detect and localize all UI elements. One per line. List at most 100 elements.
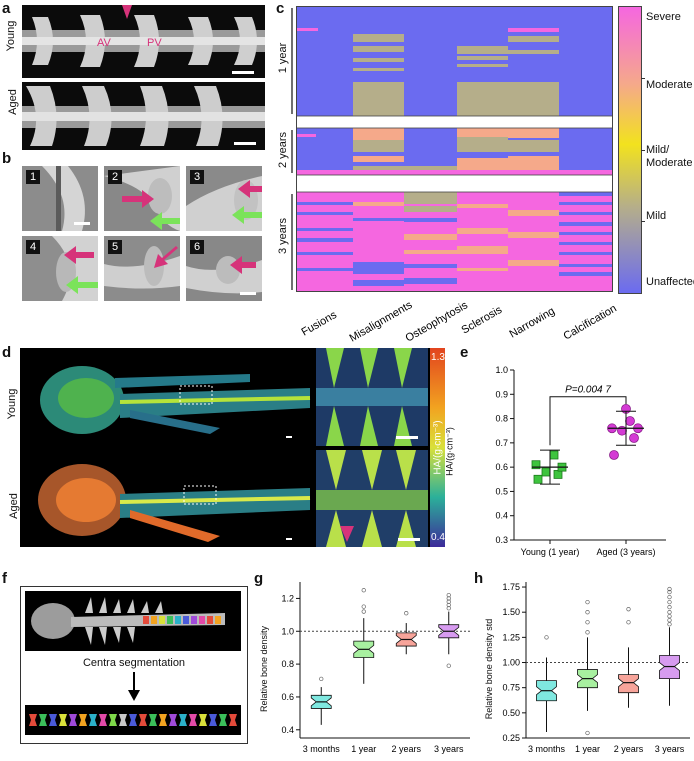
outlier-point bbox=[667, 589, 672, 595]
centrum-segment bbox=[209, 714, 217, 726]
centrum-segment bbox=[139, 714, 147, 726]
ct-tile-3: 3 bbox=[186, 166, 262, 231]
row-label-aged-d: Aged bbox=[8, 493, 20, 519]
outlier-point bbox=[667, 605, 672, 610]
y-tick-label: 0.25 bbox=[502, 733, 520, 743]
colorbar-label-mild: Mild bbox=[646, 210, 667, 222]
centrum-segment bbox=[149, 714, 157, 726]
y-tick-label: 0.8 bbox=[495, 414, 508, 424]
tile-number: 6 bbox=[190, 240, 204, 254]
ct-density-images: 1.3 0.4 HA/(g·cm⁻³) bbox=[20, 348, 445, 547]
x-tick-label: 1 year bbox=[351, 744, 376, 754]
panel-letter-g: g bbox=[254, 570, 264, 587]
outlier-point bbox=[585, 620, 590, 625]
x-tick-label: 3 years bbox=[434, 744, 464, 754]
ct-tile-6: 6 bbox=[186, 236, 262, 301]
box bbox=[618, 674, 639, 694]
y-tick-label: 0.6 bbox=[495, 462, 508, 472]
centrum-segment bbox=[179, 714, 187, 726]
outlier-point bbox=[667, 610, 672, 615]
segmentation-panel-f: Centra segmentation bbox=[20, 586, 248, 744]
y-tick-label: 0.7 bbox=[495, 438, 508, 448]
column-labels: Fusions Misalignments Osteophytosis Scle… bbox=[300, 299, 619, 345]
e-ylabel: HA/(g·cm⁻³) bbox=[444, 427, 455, 476]
outlier-point bbox=[667, 622, 672, 627]
y-tick-label: 1.50 bbox=[502, 607, 520, 617]
centrum-segment bbox=[99, 714, 107, 726]
outlier-point bbox=[585, 630, 590, 635]
outlier-point bbox=[361, 609, 366, 614]
significance-bracket bbox=[549, 396, 627, 446]
centrum-segment bbox=[109, 714, 117, 726]
data-point-young bbox=[533, 474, 543, 484]
row-label-aged-a: Aged bbox=[7, 89, 19, 115]
h-ylabel: Relative bone density std bbox=[484, 618, 494, 720]
outlier-point bbox=[585, 610, 590, 615]
column-label-calcification: Calcification bbox=[562, 303, 619, 343]
ct-tile-2: 2 bbox=[104, 166, 180, 231]
tile-number: 5 bbox=[108, 240, 122, 254]
x-tick-label: Aged (3 years) bbox=[596, 547, 655, 557]
tile-number: 3 bbox=[190, 170, 204, 184]
row-label-young-d: Young bbox=[6, 388, 18, 420]
y-tick-label: 0.9 bbox=[495, 389, 508, 399]
density-colorbar-top: 1.3 bbox=[431, 352, 445, 363]
centrum-segment bbox=[229, 714, 237, 726]
tile-number: 1 bbox=[26, 170, 40, 184]
centrum-segment bbox=[79, 714, 87, 726]
density-colorbar-label: HA/(g·cm⁻³) bbox=[432, 420, 444, 475]
centrum-segment bbox=[69, 714, 77, 726]
y-tick-label: 1.2 bbox=[281, 593, 294, 603]
panel-letter-h: h bbox=[474, 570, 484, 587]
outlier-point bbox=[446, 592, 451, 598]
colorbar-label-mild-moderate: Mild/ Moderate bbox=[646, 144, 693, 169]
tile-number: 2 bbox=[108, 170, 122, 184]
x-tick-label: 3 years bbox=[655, 744, 685, 754]
centrum-segment bbox=[189, 714, 197, 726]
centrum-segment bbox=[159, 714, 167, 726]
outlier-point bbox=[667, 586, 672, 592]
ct-tile-4: 4 bbox=[22, 236, 98, 301]
column-label-osteophytosis: Osteophytosis bbox=[404, 299, 471, 344]
y-tick-label: 0.50 bbox=[502, 708, 520, 718]
data-point-young bbox=[549, 450, 559, 460]
ct-tile-5: 5 bbox=[104, 236, 180, 301]
annotation-pv: PV bbox=[147, 37, 162, 49]
y-tick-label: 1.25 bbox=[502, 632, 520, 642]
outlier-point bbox=[626, 620, 631, 625]
density-colorbar-bottom: 0.4 bbox=[431, 532, 445, 543]
centrum-segment bbox=[219, 714, 227, 726]
y-tick-label: 1.0 bbox=[495, 365, 508, 375]
fish-skeleton-image bbox=[25, 591, 241, 651]
data-point-aged bbox=[629, 433, 639, 443]
outlier-point bbox=[667, 594, 672, 600]
spine-image-aged bbox=[22, 82, 265, 150]
outlier-point bbox=[446, 663, 451, 668]
data-point-aged bbox=[617, 425, 627, 436]
centrum-segment bbox=[129, 714, 137, 726]
centra-segmentation-label: Centra segmentation bbox=[82, 657, 186, 669]
data-point-aged bbox=[609, 450, 619, 460]
y-tick-label: 0.4 bbox=[281, 725, 294, 735]
x-tick-label: Young (1 year) bbox=[521, 547, 580, 557]
row-group-1-year: 1 year bbox=[277, 42, 289, 74]
centrum-segment bbox=[89, 714, 97, 726]
colorbar-label-severe: Severe bbox=[646, 11, 681, 23]
tile-number: 4 bbox=[26, 240, 40, 254]
y-tick-label: 0.3 bbox=[495, 535, 508, 545]
centrum-segment bbox=[199, 714, 207, 726]
outlier-point bbox=[361, 588, 366, 593]
outlier-point bbox=[667, 599, 672, 605]
outlier-point bbox=[667, 614, 672, 619]
outlier-point bbox=[585, 730, 590, 736]
y-tick-label: 1.00 bbox=[502, 658, 520, 668]
colorbar-label-unaffected: Unaffected bbox=[646, 276, 694, 288]
x-tick-label: 1 year bbox=[575, 744, 600, 754]
y-tick-label: 1.0 bbox=[281, 626, 294, 636]
centrum-segment bbox=[49, 714, 57, 726]
segmented-centra-image bbox=[25, 705, 241, 735]
down-arrow-icon bbox=[128, 672, 140, 701]
column-label-fusions: Fusions bbox=[300, 309, 340, 339]
data-point-aged bbox=[625, 416, 635, 426]
centrum-segment bbox=[169, 714, 177, 726]
